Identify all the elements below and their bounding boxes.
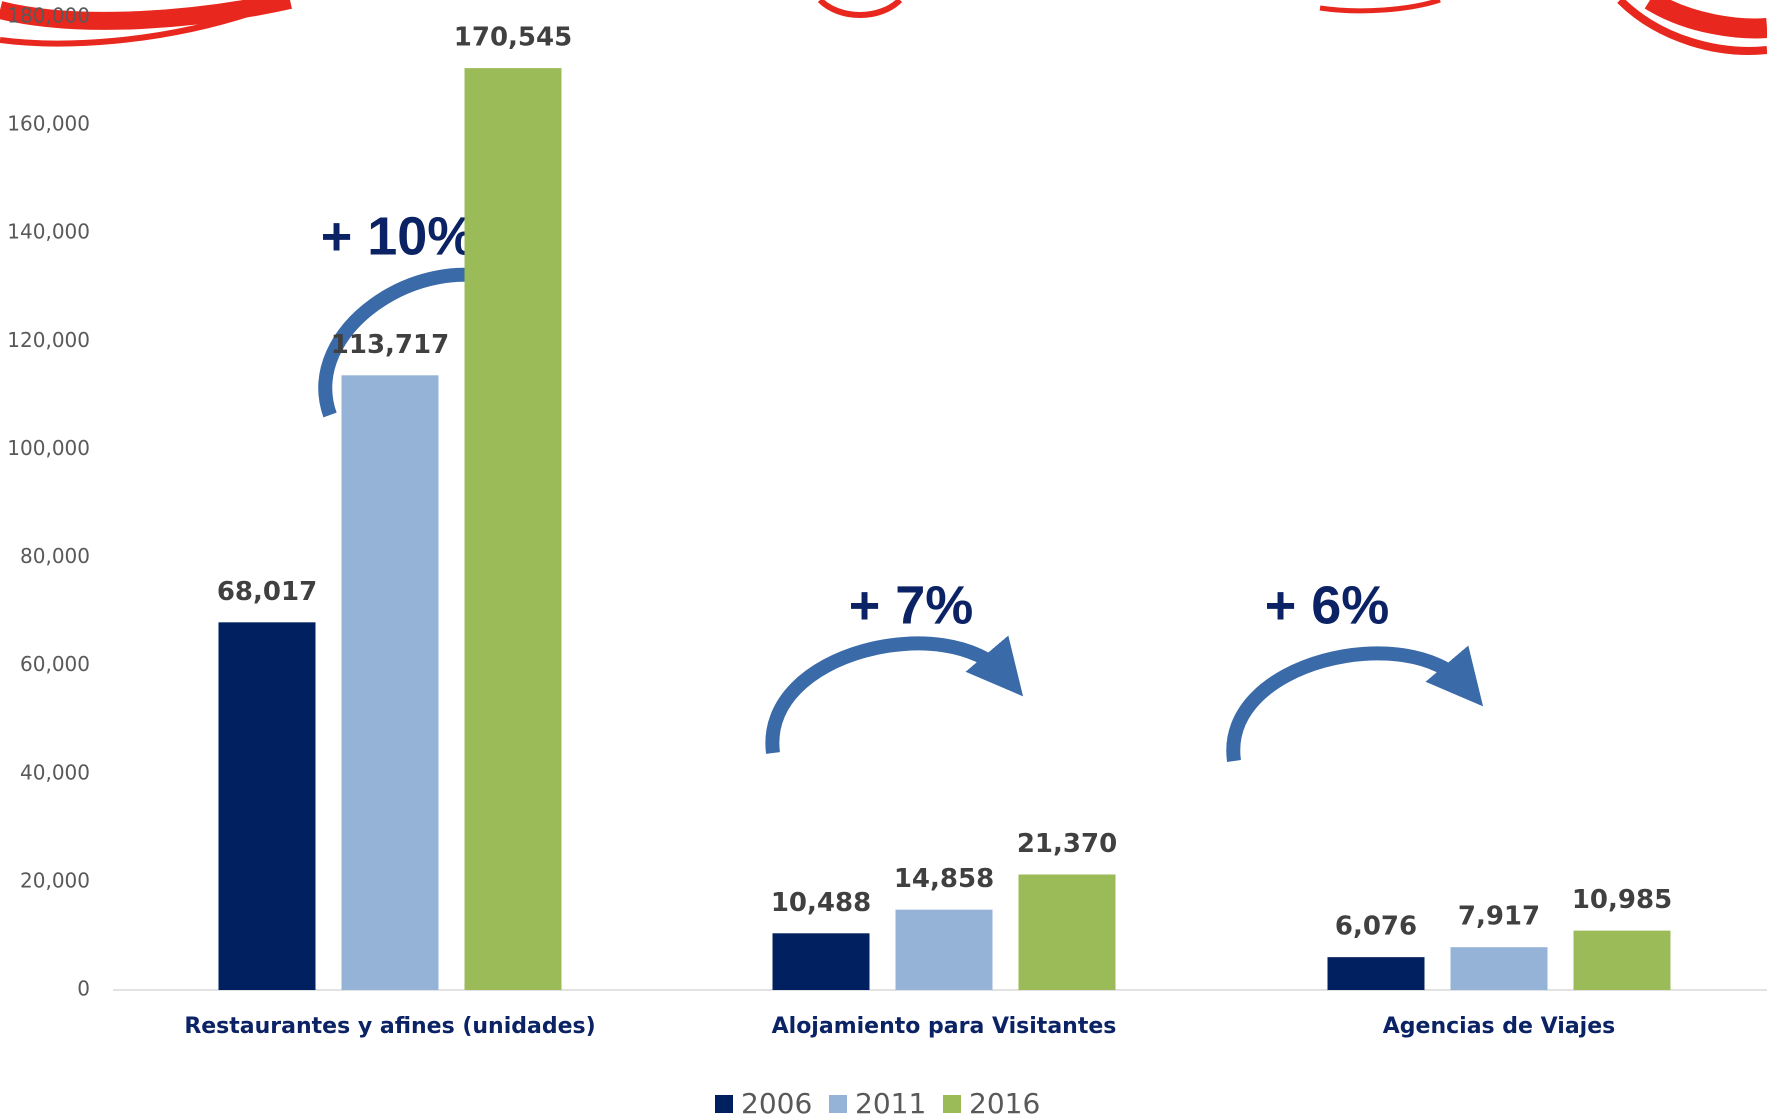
bar (896, 910, 993, 990)
legend-swatch (943, 1095, 961, 1113)
y-tick-label: 140,000 (7, 220, 90, 244)
value-label: 170,545 (454, 23, 572, 53)
decoration (0, 0, 1767, 51)
bar (773, 933, 870, 990)
annotation: + 7% (849, 575, 974, 635)
y-tick-label: 20,000 (20, 868, 90, 892)
y-tick-label: 160,000 (7, 112, 90, 136)
legend-swatch (829, 1095, 847, 1113)
legend-label: 2011 (855, 1087, 926, 1117)
y-tick-label: 40,000 (20, 760, 90, 784)
bar (219, 622, 316, 990)
value-label: 10,488 (771, 888, 871, 918)
y-tick-label: 0 (77, 977, 90, 1001)
bar (1019, 874, 1116, 990)
bar (1328, 957, 1425, 990)
x-tick-label: Alojamiento para Visitantes (772, 1014, 1117, 1039)
annotation: + 6% (1265, 575, 1390, 635)
bar (1451, 947, 1548, 990)
value-label: 21,370 (1017, 829, 1117, 859)
bar (342, 375, 439, 990)
x-tick-label: Agencias de Viajes (1383, 1014, 1615, 1039)
value-label: 10,985 (1572, 885, 1672, 915)
bar (1574, 931, 1671, 990)
y-tick-label: 80,000 (20, 544, 90, 568)
value-label: 68,017 (217, 577, 317, 607)
legend-label: 2016 (969, 1087, 1040, 1117)
legend-swatch (715, 1095, 733, 1113)
y-tick-label: 180,000 (7, 4, 90, 28)
value-label: 113,717 (331, 330, 449, 360)
value-label: 14,858 (894, 864, 994, 894)
annotation: + 10% (321, 206, 476, 266)
bar (465, 68, 562, 990)
value-label: 7,917 (1458, 902, 1540, 932)
y-tick-label: 60,000 (20, 652, 90, 676)
chart: + 10% + 7% + 6% 0 20,000 40,000 60,000 80,00… (0, 0, 1767, 1117)
y-tick-label: 100,000 (7, 436, 90, 460)
legend-label: 2006 (741, 1087, 812, 1117)
value-label: 6,076 (1335, 912, 1417, 942)
x-tick-label: Restaurantes y afines (unidades) (184, 1014, 595, 1039)
y-tick-label: 120,000 (7, 328, 90, 352)
